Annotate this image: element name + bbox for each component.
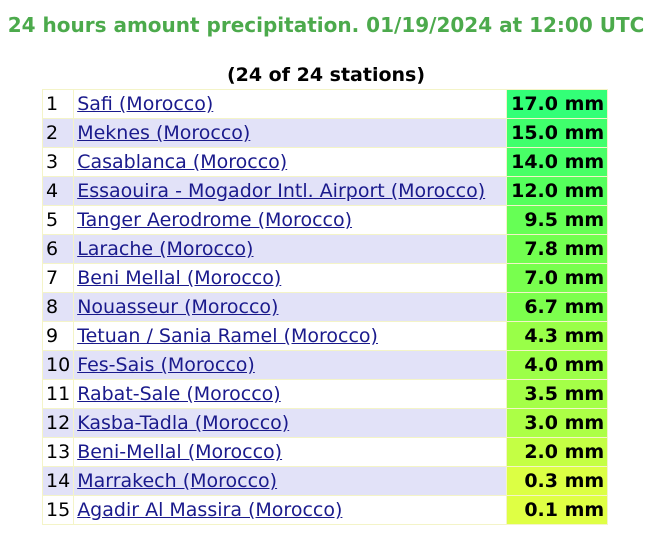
table-row: 5 Tanger Aerodrome (Morocco) 9.5 mm <box>41 205 609 235</box>
rank-cell: 5 <box>41 205 75 235</box>
rank-cell: 4 <box>41 176 75 206</box>
rank-cell: 11 <box>41 379 75 409</box>
station-cell: Safi (Morocco) <box>73 89 508 119</box>
amount-cell: 9.5 mm <box>506 205 609 235</box>
station-cell: Essaouira - Mogador Intl. Airport (Moroc… <box>73 176 508 206</box>
rank-cell: 9 <box>41 321 75 351</box>
rank-cell: 14 <box>41 466 75 496</box>
station-cell: Fes-Sais (Morocco) <box>73 350 508 380</box>
station-cell: Rabat-Sale (Morocco) <box>73 379 508 409</box>
rank-cell: 15 <box>41 495 75 525</box>
station-cell: Tetuan / Sania Ramel (Morocco) <box>73 321 508 351</box>
table-row: 13 Beni-Mellal (Morocco) 2.0 mm <box>41 437 609 467</box>
amount-cell: 7.0 mm <box>506 263 609 293</box>
amount-cell: 3.0 mm <box>506 408 609 438</box>
station-link[interactable]: Marrakech (Morocco) <box>77 470 278 492</box>
station-cell: Beni Mellal (Morocco) <box>73 263 508 293</box>
station-link[interactable]: Beni-Mellal (Morocco) <box>77 441 283 463</box>
amount-cell: 0.1 mm <box>506 495 609 525</box>
rank-cell: 8 <box>41 292 75 322</box>
amount-cell: 15.0 mm <box>506 118 609 148</box>
amount-cell: 17.0 mm <box>506 89 609 119</box>
station-link[interactable]: Meknes (Morocco) <box>77 122 251 144</box>
rank-cell: 12 <box>41 408 75 438</box>
station-cell: Beni-Mellal (Morocco) <box>73 437 508 467</box>
table-row: 15 Agadir Al Massira (Morocco) 0.1 mm <box>41 495 609 525</box>
rank-cell: 13 <box>41 437 75 467</box>
station-link[interactable]: Beni Mellal (Morocco) <box>77 267 282 289</box>
subtitle: (24 of 24 stations) <box>226 64 426 86</box>
rank-cell: 7 <box>41 263 75 293</box>
station-link[interactable]: Agadir Al Massira (Morocco) <box>77 499 343 521</box>
station-cell: Meknes (Morocco) <box>73 118 508 148</box>
amount-cell: 0.3 mm <box>506 466 609 496</box>
table-row: 3 Casablanca (Morocco) 14.0 mm <box>41 147 609 177</box>
rank-cell: 2 <box>41 118 75 148</box>
station-cell: Kasba-Tadla (Morocco) <box>73 408 508 438</box>
table-row: 12 Kasba-Tadla (Morocco) 3.0 mm <box>41 408 609 438</box>
table-row: 14 Marrakech (Morocco) 0.3 mm <box>41 466 609 496</box>
station-link[interactable]: Fes-Sais (Morocco) <box>77 354 255 376</box>
station-link[interactable]: Tetuan / Sania Ramel (Morocco) <box>77 325 378 347</box>
table-row: 9 Tetuan / Sania Ramel (Morocco) 4.3 mm <box>41 321 609 351</box>
station-cell: Casablanca (Morocco) <box>73 147 508 177</box>
amount-cell: 4.3 mm <box>506 321 609 351</box>
station-cell: Agadir Al Massira (Morocco) <box>73 495 508 525</box>
table-row: 6 Larache (Morocco) 7.8 mm <box>41 234 609 264</box>
amount-cell: 3.5 mm <box>506 379 609 409</box>
station-link[interactable]: Safi (Morocco) <box>77 93 214 115</box>
station-link[interactable]: Rabat-Sale (Morocco) <box>77 383 281 405</box>
station-link[interactable]: Larache (Morocco) <box>77 238 254 260</box>
station-link[interactable]: Casablanca (Morocco) <box>77 151 288 173</box>
amount-cell: 7.8 mm <box>506 234 609 264</box>
station-link[interactable]: Tanger Aerodrome (Morocco) <box>77 209 353 231</box>
station-cell: Nouasseur (Morocco) <box>73 292 508 322</box>
station-cell: Marrakech (Morocco) <box>73 466 508 496</box>
table-row: 2 Meknes (Morocco) 15.0 mm <box>41 118 609 148</box>
amount-cell: 2.0 mm <box>506 437 609 467</box>
rank-cell: 10 <box>41 350 75 380</box>
rank-cell: 6 <box>41 234 75 264</box>
table-row: 7 Beni Mellal (Morocco) 7.0 mm <box>41 263 609 293</box>
rank-cell: 3 <box>41 147 75 177</box>
rank-cell: 1 <box>41 89 75 119</box>
station-cell: Tanger Aerodrome (Morocco) <box>73 205 508 235</box>
amount-cell: 6.7 mm <box>506 292 609 322</box>
table-row: 1 Safi (Morocco) 17.0 mm <box>41 89 609 119</box>
table-row: 10 Fes-Sais (Morocco) 4.0 mm <box>41 350 609 380</box>
table-row: 8 Nouasseur (Morocco) 6.7 mm <box>41 292 609 322</box>
station-link[interactable]: Nouasseur (Morocco) <box>77 296 279 318</box>
station-link[interactable]: Essaouira - Mogador Intl. Airport (Moroc… <box>77 180 486 202</box>
station-cell: Larache (Morocco) <box>73 234 508 264</box>
amount-cell: 14.0 mm <box>506 147 609 177</box>
station-link[interactable]: Kasba-Tadla (Morocco) <box>77 412 290 434</box>
amount-cell: 12.0 mm <box>506 176 609 206</box>
title: 24 hours amount precipitation. 01/19/202… <box>7 13 645 37</box>
table-row: 11 Rabat-Sale (Morocco) 3.5 mm <box>41 379 609 409</box>
amount-cell: 4.0 mm <box>506 350 609 380</box>
station-table: 1 Safi (Morocco) 17.0 mm 2 Meknes (Morocco) 1… <box>41 89 609 525</box>
table-row: 4 Essaouira - Mogador Intl. Airport (Moro… <box>41 176 609 206</box>
